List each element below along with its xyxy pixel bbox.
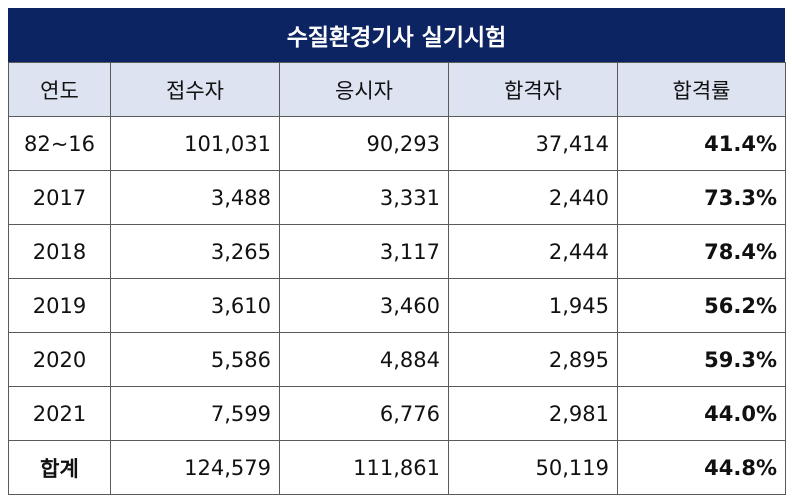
total-taken: 111,861 [279,440,449,495]
cell-applied: 7,599 [110,386,280,441]
cell-applied: 3,610 [110,278,280,333]
total-row: 합계 124,579 111,861 50,119 44.8% [8,440,786,495]
cell-taken: 90,293 [279,116,449,171]
cell-year: 2021 [8,386,111,441]
table-row: 82~16 101,031 90,293 37,414 41.4% [8,116,786,171]
cell-taken: 3,331 [279,170,449,225]
cell-taken: 3,117 [279,224,449,279]
cell-passed: 2,981 [448,386,618,441]
exam-stats-table-container: 수질환경기사 실기시험 연도 접수자 응시자 합격자 합격률 82~16 101… [8,8,786,495]
cell-passed: 37,414 [448,116,618,171]
header-passed: 합격자 [448,62,618,117]
header-year: 연도 [8,62,111,117]
cell-pass-rate: 59.3% [617,332,786,387]
cell-taken: 6,776 [279,386,449,441]
table-row: 2020 5,586 4,884 2,895 59.3% [8,332,786,387]
table-row: 2017 3,488 3,331 2,440 73.3% [8,170,786,225]
cell-pass-rate: 78.4% [617,224,786,279]
cell-pass-rate: 41.4% [617,116,786,171]
table-row: 2019 3,610 3,460 1,945 56.2% [8,278,786,333]
table-row: 2021 7,599 6,776 2,981 44.0% [8,386,786,441]
header-taken: 응시자 [279,62,449,117]
cell-passed: 2,444 [448,224,618,279]
cell-pass-rate: 56.2% [617,278,786,333]
cell-year: 2020 [8,332,111,387]
cell-passed: 2,895 [448,332,618,387]
exam-stats-table: 연도 접수자 응시자 합격자 합격률 82~16 101,031 90,293 … [8,62,786,495]
total-label: 합계 [8,440,111,495]
table-title: 수질환경기사 실기시험 [8,8,785,62]
table-row: 2018 3,265 3,117 2,444 78.4% [8,224,786,279]
cell-taken: 3,460 [279,278,449,333]
total-pass-rate: 44.8% [617,440,786,495]
cell-pass-rate: 73.3% [617,170,786,225]
cell-applied: 5,586 [110,332,280,387]
cell-taken: 4,884 [279,332,449,387]
header-row: 연도 접수자 응시자 합격자 합격률 [8,62,786,117]
cell-pass-rate: 44.0% [617,386,786,441]
header-applied: 접수자 [110,62,280,117]
cell-passed: 1,945 [448,278,618,333]
total-passed: 50,119 [448,440,618,495]
cell-applied: 3,488 [110,170,280,225]
cell-year: 2017 [8,170,111,225]
total-applied: 124,579 [110,440,280,495]
cell-passed: 2,440 [448,170,618,225]
cell-applied: 3,265 [110,224,280,279]
cell-year: 2019 [8,278,111,333]
cell-year: 2018 [8,224,111,279]
cell-year: 82~16 [8,116,111,171]
header-pass-rate: 합격률 [617,62,786,117]
cell-applied: 101,031 [110,116,280,171]
